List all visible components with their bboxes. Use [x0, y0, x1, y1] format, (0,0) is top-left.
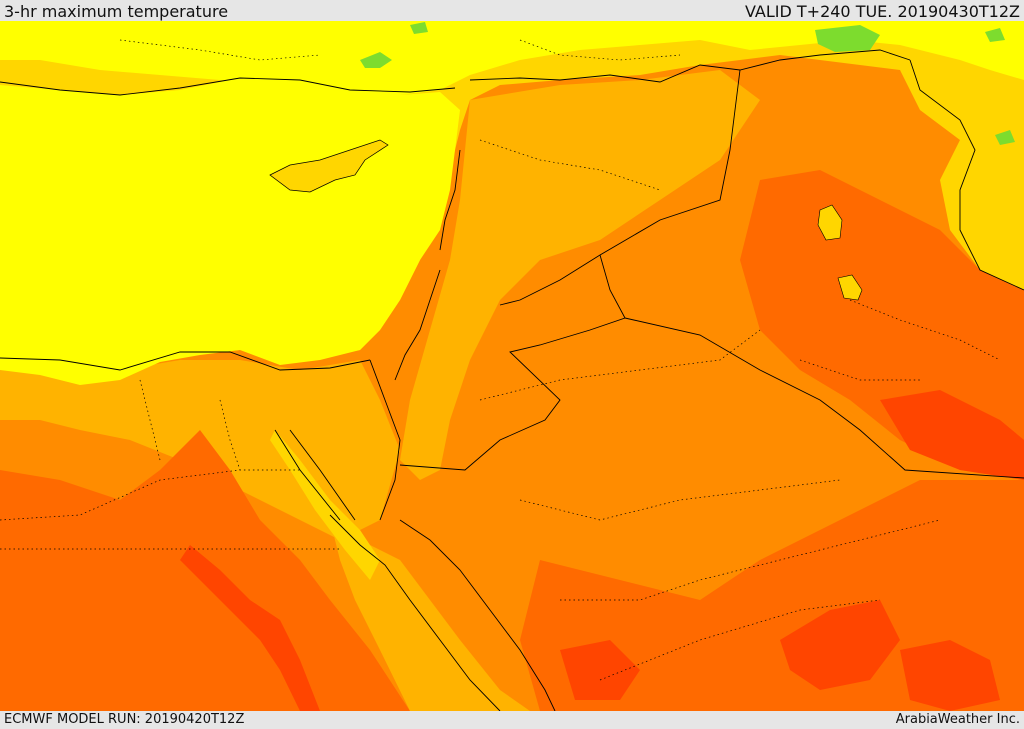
gulf-of-suez [270, 430, 380, 580]
lake-2 [837, 274, 863, 301]
lake-1 [817, 204, 843, 241]
footer-bar: ECMWF MODEL RUN: 20190420T12Z ArabiaWeat… [0, 711, 1024, 729]
red-sea [330, 520, 530, 711]
turkey-yellow [0, 21, 1024, 100]
map-title: 3-hr maximum temperature [4, 2, 229, 21]
province-lines [0, 39, 1001, 681]
levant-light-orange [400, 70, 760, 480]
map-canvas [0, 21, 1024, 711]
saudi-dark-orange [520, 480, 1024, 711]
green-patch-4 [985, 28, 1005, 42]
model-run-label: ECMWF MODEL RUN: 20190420T12Z [4, 712, 245, 727]
saudi-hot-patch-1 [780, 600, 900, 690]
valid-time: VALID T+240 TUE. 20190430T12Z [744, 2, 1020, 21]
iraq-hot-patch [880, 390, 1024, 480]
nile-hot-streak [180, 545, 320, 711]
borders [0, 49, 1024, 711]
green-patch-1 [360, 52, 392, 68]
saudi-hot-patch-3 [560, 640, 640, 700]
temperature-map[interactable] [0, 21, 1024, 711]
green-patch-2 [410, 22, 428, 34]
brand-label: ArabiaWeather Inc. [895, 712, 1020, 727]
zagros-yellow [900, 70, 1024, 290]
header-bar: 3-hr maximum temperature VALID T+240 TUE… [0, 0, 1024, 21]
green-patch-3 [815, 25, 880, 52]
saudi-hot-patch-2 [900, 640, 1000, 711]
cyprus-island [269, 139, 389, 193]
green-patch-5 [995, 130, 1015, 145]
